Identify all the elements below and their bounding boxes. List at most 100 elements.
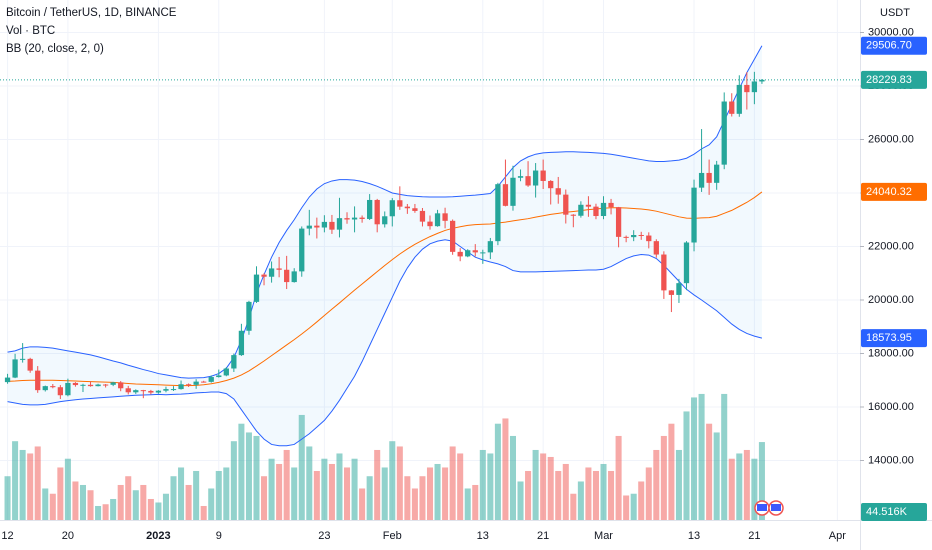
volume-bar [72, 481, 79, 520]
volume-bar [419, 476, 426, 520]
candle-body [125, 388, 131, 393]
candle-body [19, 358, 26, 360]
candle-body [185, 384, 192, 386]
band-line [7, 45, 763, 379]
volume-bar [502, 418, 509, 520]
volume-bar [698, 393, 705, 520]
x-tick-label: Apr [829, 530, 846, 542]
volume-bar [79, 484, 86, 520]
candle-body [585, 204, 592, 207]
candle-body [683, 242, 690, 284]
volume-bar [12, 441, 19, 520]
volume-bar [95, 505, 102, 520]
volume-bar [4, 476, 11, 520]
candle-body [555, 188, 561, 195]
band-price-label-box [861, 36, 927, 55]
candle-body [291, 271, 297, 283]
candle-body [570, 214, 576, 216]
x-tick-label: 9 [216, 530, 222, 542]
volume-bar [155, 502, 162, 520]
x-tick-label: 2023 [146, 530, 170, 542]
volume-bar [223, 467, 230, 520]
candle-body [502, 184, 509, 206]
volume-bar [547, 456, 554, 520]
volume-bar [608, 470, 615, 520]
volume-bar [434, 463, 441, 520]
volume-bar [359, 488, 366, 520]
candle-body [306, 225, 312, 229]
candle-body [208, 377, 214, 382]
volume-bar [34, 446, 41, 520]
volume-bar [758, 442, 765, 520]
candle-body [95, 384, 101, 387]
candle-body [419, 210, 426, 222]
x-tick-label: 21 [537, 530, 549, 542]
candle-body [397, 200, 403, 207]
volume-bar [321, 458, 328, 520]
candle-body [178, 384, 184, 390]
candle-body [367, 199, 373, 219]
candle-body [668, 290, 675, 295]
volume-bar [147, 498, 154, 520]
y-tick-label: 16000.00 [868, 401, 914, 413]
x-tick-label: 20 [62, 530, 74, 542]
volume-bar [306, 446, 313, 520]
volume-bar [668, 423, 675, 520]
candle-body [314, 225, 320, 228]
candle-body [118, 382, 124, 389]
candle-body [284, 269, 290, 283]
candle-body [517, 176, 524, 178]
candle-body [638, 235, 644, 237]
candle-body [457, 251, 463, 257]
candle-body [623, 236, 629, 238]
candle-body [548, 180, 554, 189]
volume-bar [442, 467, 449, 520]
volume-bar [743, 449, 750, 520]
y-tick-label: 30000.00 [868, 26, 914, 38]
candle-body [140, 390, 146, 392]
candle-body [4, 377, 11, 383]
x-tick-label: Mar [594, 530, 613, 542]
event-icons[interactable] [754, 500, 784, 516]
volume-bar [215, 470, 222, 520]
volume-bar [721, 393, 728, 520]
volume-bar [464, 488, 471, 520]
volume-bar [261, 476, 268, 520]
candle-body [65, 382, 71, 396]
candle-body [253, 274, 260, 302]
plot-area [0, 0, 860, 520]
volume-bar [411, 488, 418, 520]
flag-body [757, 504, 767, 511]
candle-body [615, 207, 622, 237]
volume-bar [230, 441, 237, 520]
y-tick-label: 22000.00 [868, 240, 914, 252]
candle-body [110, 382, 116, 385]
volume-bar [472, 484, 479, 520]
volume-bar [253, 435, 260, 520]
candle-body [246, 301, 252, 331]
volume-bar [336, 453, 343, 520]
candle-body [276, 268, 282, 270]
candle-body [133, 390, 139, 393]
volume-bar [509, 435, 516, 520]
volume-bar [374, 449, 381, 520]
candle-body [102, 384, 109, 386]
candle-body [261, 274, 267, 277]
volume-bar [170, 476, 177, 520]
candle-body [321, 221, 328, 228]
candle-body [351, 217, 358, 220]
volume-bar [276, 463, 283, 520]
candle-body [691, 187, 697, 243]
candle-body [336, 218, 343, 230]
candle-body [563, 194, 569, 215]
volume-bar [268, 458, 275, 520]
volume-bar [426, 467, 434, 520]
candle-body [170, 389, 177, 391]
candle-body [27, 358, 33, 371]
candle-body [706, 172, 712, 183]
candle-body [646, 235, 652, 242]
candle-body [231, 355, 237, 369]
candle-body [238, 330, 245, 356]
volume-bar [162, 493, 169, 520]
x-tick-label: Feb [383, 530, 402, 542]
